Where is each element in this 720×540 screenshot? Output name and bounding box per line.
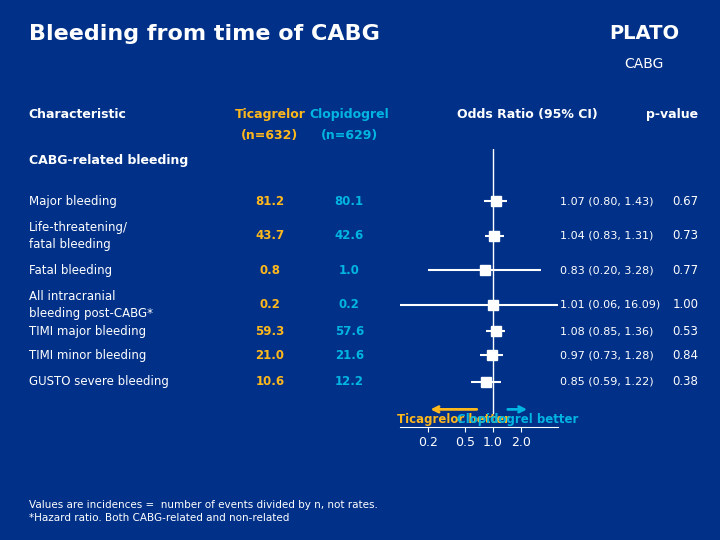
Text: p-value: p-value [647,108,698,121]
Text: CABG-related bleeding: CABG-related bleeding [29,154,188,167]
Text: Life-threatening/: Life-threatening/ [29,221,128,234]
Text: 81.2: 81.2 [256,195,284,208]
Text: 59.3: 59.3 [256,325,284,338]
Text: 0.2: 0.2 [339,298,359,311]
Text: 0.73: 0.73 [672,230,698,242]
Text: 0.38: 0.38 [672,375,698,388]
Text: 0.77: 0.77 [672,264,698,277]
Text: Ticagrelor better: Ticagrelor better [397,414,510,427]
Text: GUSTO severe bleeding: GUSTO severe bleeding [29,375,168,388]
Text: Major bleeding: Major bleeding [29,195,117,208]
Text: 1.01 (0.06, 16.09): 1.01 (0.06, 16.09) [560,300,660,310]
Text: 0.67: 0.67 [672,195,698,208]
Text: 43.7: 43.7 [256,230,284,242]
Text: bleeding post-CABG*: bleeding post-CABG* [29,307,153,320]
Text: 0.8: 0.8 [259,264,281,277]
Text: 1.07 (0.80, 1.43): 1.07 (0.80, 1.43) [560,197,654,206]
Text: All intracranial: All intracranial [29,289,115,302]
Text: (n=629): (n=629) [320,129,378,141]
Text: 0.83 (0.20, 3.28): 0.83 (0.20, 3.28) [560,265,654,275]
Text: 21.0: 21.0 [256,349,284,362]
Text: 0.2: 0.2 [260,298,280,311]
Text: Fatal bleeding: Fatal bleeding [29,264,112,277]
Text: 0.84: 0.84 [672,349,698,362]
Text: 10.6: 10.6 [256,375,284,388]
Text: TIMI minor bleeding: TIMI minor bleeding [29,349,146,362]
Text: 0.97 (0.73, 1.28): 0.97 (0.73, 1.28) [560,350,654,360]
Text: Values are incidences =  number of events divided by n, not rates.: Values are incidences = number of events… [29,500,378,510]
Text: PLATO: PLATO [609,24,680,43]
Text: Clopidogrel: Clopidogrel [310,108,389,121]
Text: 12.2: 12.2 [335,375,364,388]
Text: (n=632): (n=632) [241,129,299,141]
Text: 0.85 (0.59, 1.22): 0.85 (0.59, 1.22) [560,376,654,387]
Text: TIMI major bleeding: TIMI major bleeding [29,325,146,338]
Text: Characteristic: Characteristic [29,108,127,121]
Text: Clopidogrel better: Clopidogrel better [457,414,578,427]
Text: 1.0: 1.0 [339,264,359,277]
Text: 57.6: 57.6 [335,325,364,338]
Text: 80.1: 80.1 [335,195,364,208]
Text: 1.00: 1.00 [672,298,698,311]
Text: 21.6: 21.6 [335,349,364,362]
Text: CABG: CABG [625,57,664,71]
Text: Ticagrelor: Ticagrelor [235,108,305,121]
Text: 0.53: 0.53 [672,325,698,338]
Text: Odds Ratio (95% CI): Odds Ratio (95% CI) [457,108,598,121]
Text: 1.04 (0.83, 1.31): 1.04 (0.83, 1.31) [560,231,654,241]
Text: fatal bleeding: fatal bleeding [29,238,111,251]
Text: Bleeding from time of CABG: Bleeding from time of CABG [29,24,379,44]
Text: 1.08 (0.85, 1.36): 1.08 (0.85, 1.36) [560,326,654,336]
Text: 42.6: 42.6 [335,230,364,242]
Text: *Hazard ratio. Both CABG-related and non-related: *Hazard ratio. Both CABG-related and non… [29,513,289,523]
